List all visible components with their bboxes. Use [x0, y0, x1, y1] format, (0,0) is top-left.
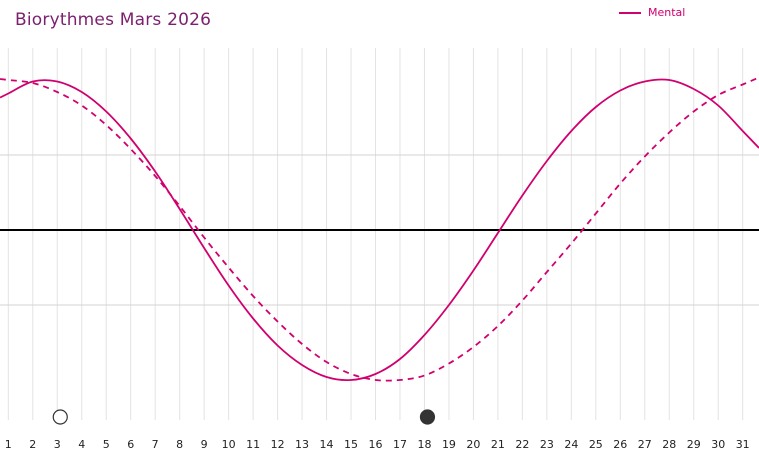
x-tick-label: 4 [78, 438, 85, 451]
x-tick-label: 24 [564, 438, 578, 451]
x-tick-label: 8 [176, 438, 183, 451]
x-tick-label: 19 [442, 438, 456, 451]
x-tick-label: 25 [589, 438, 603, 451]
x-tick-label: 12 [271, 438, 285, 451]
x-tick-label: 6 [127, 438, 134, 451]
x-tick-label: 9 [201, 438, 208, 451]
chart-title: Biorythmes Mars 2026 [15, 10, 212, 30]
x-tick-label: 22 [515, 438, 529, 451]
marker-layer [52, 409, 436, 425]
x-tick-label: 15 [344, 438, 358, 451]
new-moon-marker [52, 409, 68, 425]
x-tick-label: 18 [417, 438, 431, 451]
x-tick-label: 13 [295, 438, 309, 451]
x-tick-label: 2 [29, 438, 36, 451]
x-tick-label: 31 [736, 438, 750, 451]
tick-layer: 1 2 3 4 5 6 7 8 9 10 11 12 13 14 15 16 17 18 19 20 21 22 23 24 2… [5, 438, 750, 451]
series-line-dashed [0, 76, 759, 382]
x-tick-label: 10 [222, 438, 236, 451]
grid-layer [0, 48, 759, 420]
x-tick-label: 21 [491, 438, 505, 451]
x-tick-label: 5 [103, 438, 110, 451]
x-tick-label: 30 [711, 438, 725, 451]
legend[interactable]: Mental [619, 6, 685, 19]
full-moon-marker [419, 409, 436, 425]
x-tick-label: 7 [152, 438, 159, 451]
x-tick-label: 3 [54, 438, 61, 451]
x-tick-label: 20 [466, 438, 480, 451]
x-tick-label: 14 [320, 438, 334, 451]
x-tick-label: 29 [687, 438, 701, 451]
x-tick-label: 16 [369, 438, 383, 451]
x-tick-label: 27 [638, 438, 652, 451]
x-tick-label: 11 [246, 438, 260, 451]
series-line-mental [0, 78, 759, 382]
x-tick-label: 26 [613, 438, 627, 451]
x-tick-label: 17 [393, 438, 407, 451]
x-tick-label: 1 [5, 438, 12, 451]
legend-label-mental: Mental [648, 6, 686, 19]
series-layer [0, 76, 759, 382]
legend-swatch [619, 11, 641, 14]
x-tick-label: 28 [662, 438, 676, 451]
x-tick-label: 23 [540, 438, 554, 451]
